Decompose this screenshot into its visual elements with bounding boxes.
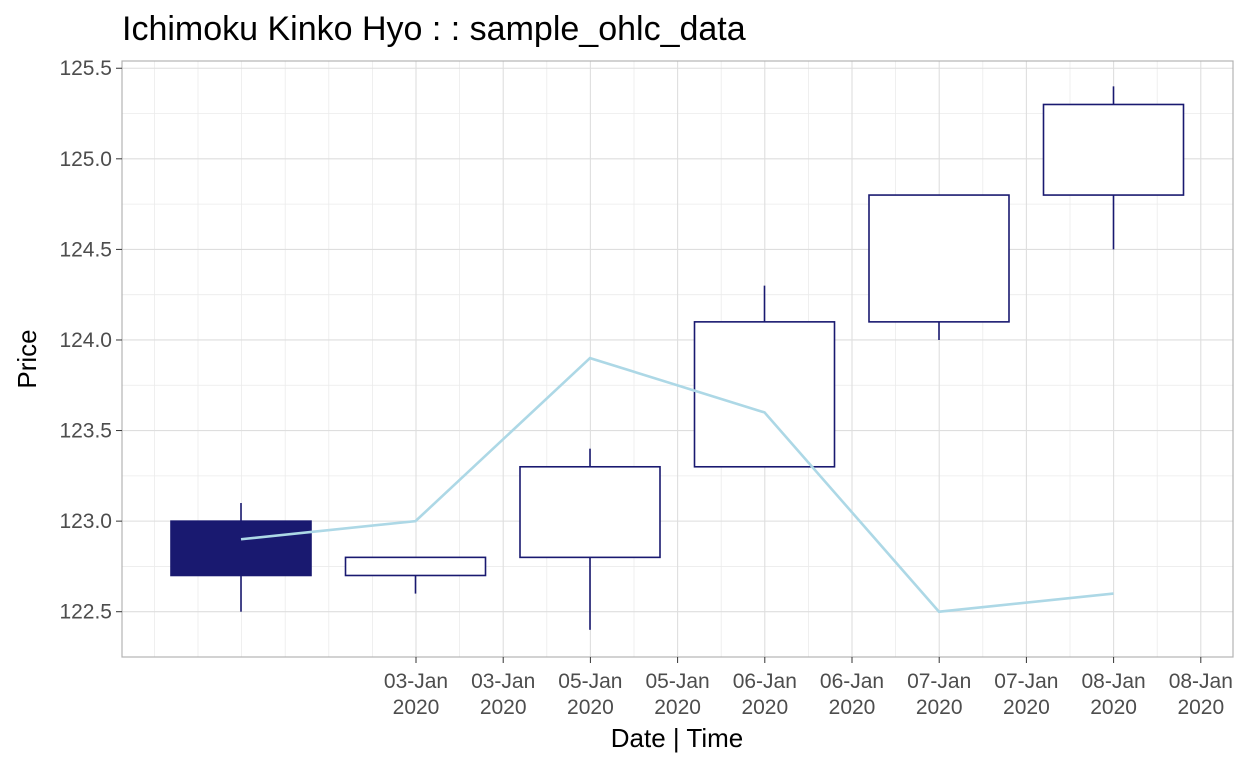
y-tick-label: 122.5 [59, 601, 112, 624]
candle [1042, 86, 1185, 250]
y-tick-label: 123.0 [59, 510, 112, 533]
x-tick-label-date: 06-Jan [733, 670, 797, 693]
x-axis-title: Date | Time [611, 723, 743, 753]
candle [868, 194, 1010, 340]
x-tick-label-date: 06-Jan [820, 670, 884, 693]
y-tick-label: 124.0 [59, 329, 112, 352]
x-tick-label-date: 08-Jan [1169, 670, 1233, 693]
candles [170, 86, 1185, 630]
x-tick-label-date: 08-Jan [1081, 670, 1145, 693]
candle [344, 556, 487, 594]
candle-body [519, 465, 661, 559]
x-tick-label-date: 05-Jan [558, 670, 622, 693]
candle-body [868, 194, 1010, 323]
y-tick-label: 124.5 [59, 238, 112, 261]
line-series [240, 356, 1114, 614]
chart-title: Ichimoku Kinko Hyo : : sample_ohlc_data [122, 10, 746, 48]
candle-body [170, 520, 312, 577]
y-axis-title: Price [12, 329, 42, 388]
x-tick-label-date: 03-Jan [471, 670, 535, 693]
y-axis: 122.5 123.0 123.5 124.0 124.5 125.0 125.5 [59, 57, 122, 624]
x-tick-label-year: 2020 [829, 696, 876, 719]
x-tick-label-date: 03-Jan [384, 670, 448, 693]
y-tick-label: 125.0 [59, 148, 112, 171]
y-tick-label: 125.5 [59, 57, 112, 80]
x-tick-label-year: 2020 [654, 696, 701, 719]
candle [519, 448, 661, 630]
x-axis: 03-Jan 2020 03-Jan 2020 05-Jan 2020 05-Jan 2020… [384, 657, 1233, 719]
x-tick-label-year: 2020 [1090, 696, 1137, 719]
y-tick-label: 123.5 [59, 420, 112, 443]
candle-body [344, 556, 487, 577]
x-tick-label-year: 2020 [741, 696, 788, 719]
candle [693, 285, 836, 468]
x-tick-label-date: 07-Jan [994, 670, 1058, 693]
line-series-path [240, 356, 1114, 614]
candle-body [1042, 103, 1185, 196]
candle-body [693, 321, 836, 468]
x-tick-label-year: 2020 [1177, 696, 1224, 719]
x-tick-label-year: 2020 [1003, 696, 1050, 719]
candle [170, 503, 312, 612]
x-tick-label-date: 05-Jan [645, 670, 709, 693]
x-tick-label-date: 07-Jan [907, 670, 971, 693]
x-tick-label-year: 2020 [916, 696, 963, 719]
x-tick-label-year: 2020 [393, 696, 440, 719]
x-tick-label-year: 2020 [480, 696, 527, 719]
x-tick-label-year: 2020 [567, 696, 614, 719]
